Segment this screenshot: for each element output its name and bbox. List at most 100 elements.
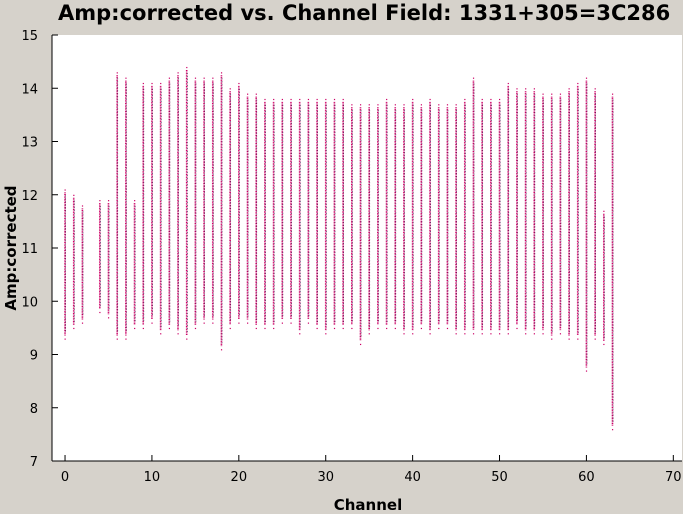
- data-point: [386, 98, 388, 101]
- data-point: [168, 77, 171, 79]
- data-point: [186, 66, 188, 69]
- data-point: [299, 98, 301, 101]
- data-point: [116, 338, 118, 340]
- data-point: [542, 333, 544, 335]
- y-tick-label: 11: [21, 242, 38, 257]
- x-tick-label: 20: [231, 470, 248, 485]
- data-point: [238, 322, 240, 324]
- data-point: [481, 333, 483, 335]
- x-ticks: 0 10 20 30 40 50 60 70: [61, 455, 682, 485]
- data-point: [134, 200, 136, 202]
- data-point: [533, 88, 535, 90]
- y-tick-label: 10: [21, 295, 38, 310]
- data-point: [455, 104, 457, 106]
- data-point: [611, 93, 614, 95]
- data-point: [238, 82, 240, 85]
- data-point: [107, 317, 110, 319]
- points-layer: [64, 66, 614, 431]
- data-point: [351, 327, 353, 330]
- data-point: [325, 98, 327, 101]
- data-point: [160, 333, 162, 335]
- data-point: [446, 104, 449, 106]
- data-point: [359, 104, 362, 106]
- data-point: [585, 77, 588, 79]
- data-point: [116, 72, 118, 74]
- y-axis-label: Amp:corrected: [2, 185, 20, 310]
- data-point: [73, 194, 75, 196]
- data-point: [412, 333, 414, 335]
- data-point: [585, 370, 588, 372]
- x-tick-label: 40: [404, 470, 421, 485]
- data-point: [377, 104, 379, 106]
- data-point: [438, 327, 440, 330]
- chart-title: Amp:corrected vs. Channel Field: 1331+30…: [58, 1, 670, 25]
- y-tick-label: 9: [30, 349, 38, 364]
- data-point: [64, 189, 66, 191]
- data-point: [481, 98, 483, 101]
- data-point: [299, 333, 301, 335]
- data-point: [99, 311, 101, 314]
- y-tick-label: 7: [30, 455, 38, 470]
- data-point: [533, 333, 535, 335]
- data-point: [307, 98, 310, 101]
- data-point: [73, 327, 75, 330]
- y-tick-label: 13: [21, 136, 38, 151]
- data-point: [603, 210, 605, 212]
- data-point: [472, 77, 475, 79]
- data-point: [212, 322, 214, 324]
- data-point: [125, 338, 127, 340]
- x-axis-label: Channel: [334, 496, 402, 514]
- data-point: [577, 82, 579, 85]
- data-point: [368, 104, 370, 106]
- data-point: [168, 327, 171, 330]
- data-point: [255, 327, 257, 330]
- data-point: [499, 333, 501, 335]
- data-point: [333, 327, 336, 330]
- data-point: [472, 333, 475, 335]
- data-point: [507, 82, 509, 85]
- data-point: [559, 93, 562, 95]
- data-point: [203, 322, 205, 324]
- data-point: [351, 104, 353, 106]
- data-point: [64, 338, 66, 340]
- data-point: [525, 333, 527, 335]
- x-tick-label: 50: [491, 470, 508, 485]
- data-point: [194, 327, 197, 330]
- data-point: [316, 98, 318, 101]
- data-point: [568, 338, 570, 340]
- data-point: [455, 333, 457, 335]
- data-point: [359, 343, 362, 346]
- data-point: [220, 72, 223, 74]
- data-point: [273, 327, 275, 330]
- data-point: [386, 327, 388, 330]
- data-point: [142, 327, 144, 330]
- data-point: [394, 104, 396, 106]
- data-point: [307, 322, 310, 324]
- y-tick-label: 12: [21, 189, 38, 204]
- data-point: [551, 93, 553, 95]
- data-point: [229, 327, 231, 330]
- data-point: [333, 98, 336, 101]
- y-ticks: 7 8 9 10 11 12 13 14 15: [21, 29, 58, 470]
- data-point: [281, 322, 283, 324]
- data-point: [525, 88, 527, 90]
- data-point: [186, 338, 188, 340]
- data-point: [160, 82, 162, 85]
- data-point: [229, 88, 231, 90]
- data-point: [464, 98, 466, 101]
- data-point: [264, 327, 266, 330]
- x-tick-label: 0: [61, 470, 69, 485]
- y-tick-label: 8: [30, 402, 38, 417]
- data-point: [559, 333, 562, 335]
- data-point: [342, 327, 344, 330]
- data-point: [377, 327, 379, 330]
- data-point: [151, 82, 153, 85]
- data-point: [134, 327, 136, 330]
- y-tick-label: 15: [21, 29, 38, 44]
- data-point: [194, 77, 197, 79]
- data-point: [342, 98, 344, 101]
- data-point: [394, 327, 396, 330]
- data-point: [368, 333, 370, 335]
- data-point: [325, 333, 327, 335]
